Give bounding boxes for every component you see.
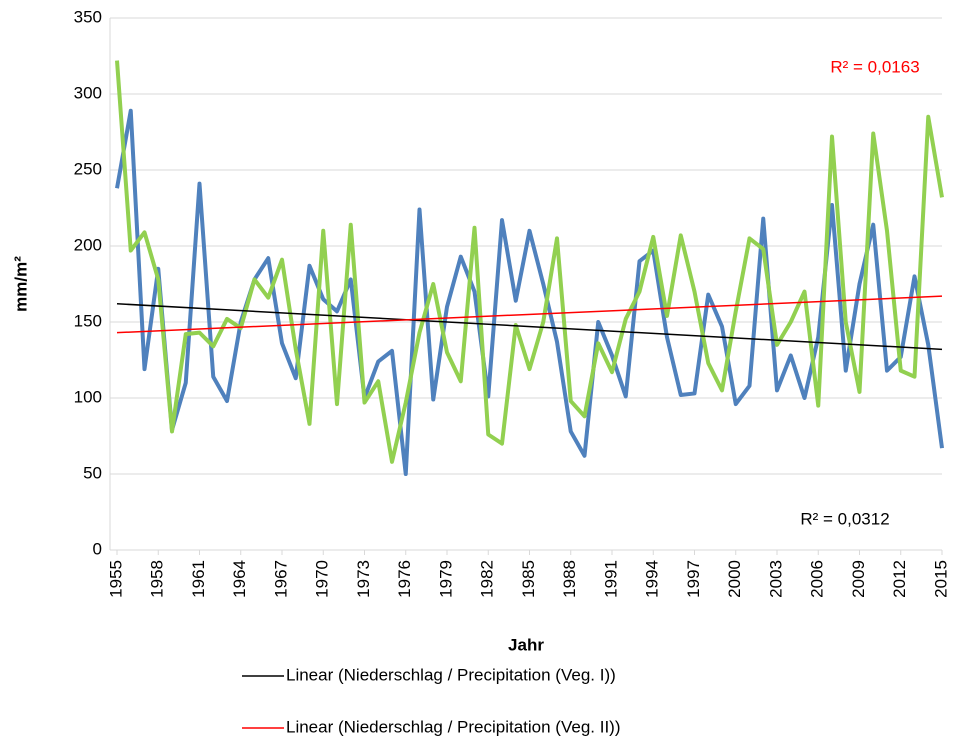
annotation: R² = 0,0163 <box>830 57 919 76</box>
data-line <box>115 108 944 476</box>
y-tick-label: 350 <box>74 7 102 26</box>
x-tick-label: 1982 <box>478 560 497 598</box>
annotation: R² = 0,0312 <box>800 509 889 528</box>
x-tick-label: 1991 <box>601 560 620 598</box>
x-tick-label: 2015 <box>931 560 950 598</box>
y-axis-label: mm/m² <box>11 256 30 312</box>
x-tick-label: 2012 <box>890 560 909 598</box>
x-tick-label: 2000 <box>725 560 744 598</box>
y-tick-label: 100 <box>74 387 102 406</box>
x-tick-label: 1961 <box>189 560 208 598</box>
x-tick-label: 1964 <box>230 560 249 598</box>
x-tick-label: 1970 <box>313 560 332 598</box>
x-tick-label: 1979 <box>436 560 455 598</box>
y-tick-label: 300 <box>74 83 102 102</box>
x-tick-label: 1955 <box>106 560 125 598</box>
data-line <box>115 60 944 464</box>
x-tick-label: 1985 <box>519 560 538 598</box>
y-tick-label: 250 <box>74 159 102 178</box>
y-tick-label: 150 <box>74 311 102 330</box>
x-tick-label: 1988 <box>560 560 579 598</box>
x-tick-label: 1976 <box>395 560 414 598</box>
trend-line <box>116 303 943 351</box>
y-tick-label: 0 <box>93 539 102 558</box>
legend-label: Linear (Niederschlag / Precipitation (Ve… <box>286 717 621 736</box>
x-tick-label: 2009 <box>849 560 868 598</box>
x-tick-label: 1967 <box>271 560 290 598</box>
x-tick-label: 2003 <box>766 560 785 598</box>
trend-line <box>116 295 943 334</box>
y-tick-label: 200 <box>74 235 102 254</box>
x-tick-label: 2006 <box>808 560 827 598</box>
x-axis-label: Jahr <box>508 635 544 654</box>
legend-label: Linear (Niederschlag / Precipitation (Ve… <box>286 665 616 684</box>
x-tick-label: 1958 <box>148 560 167 598</box>
x-tick-label: 1997 <box>684 560 703 598</box>
x-tick-label: 1973 <box>354 560 373 598</box>
x-tick-label: 1994 <box>643 560 662 598</box>
y-tick-label: 50 <box>83 463 102 482</box>
